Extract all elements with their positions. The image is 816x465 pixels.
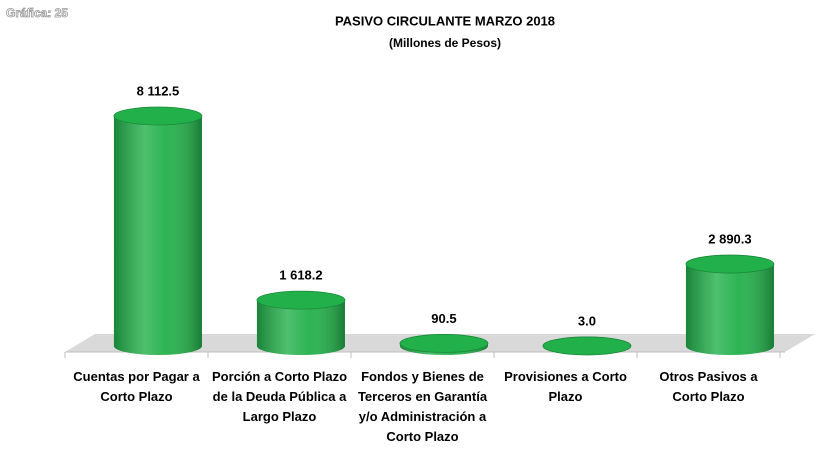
data-label: 90.5 <box>431 311 456 326</box>
data-label: 2 890.3 <box>708 231 751 246</box>
x-tick-label: Porción a Corto Plazo de la Deuda Públic… <box>211 369 348 424</box>
x-tick-label: Otros Pasivos a Corto Plazo <box>659 369 758 404</box>
bar-shade <box>113 116 202 346</box>
chart-annotation: Gráfica: 25 <box>6 6 68 20</box>
data-label: 3.0 <box>578 313 596 328</box>
x-tick-label: Cuentas por Pagar a Corto Plazo <box>73 369 200 404</box>
bar-top <box>685 254 775 274</box>
bar-top <box>399 334 489 353</box>
chart-subtitle: (Millones de Pesos) <box>389 36 501 50</box>
x-tick-label: Provisiones a Corto Plazo <box>504 369 627 404</box>
bar-shade <box>685 264 774 346</box>
data-label: 1 618.2 <box>279 268 322 283</box>
x-tick-label: Fondos y Bienes de Terceros en Garantía … <box>357 369 488 444</box>
chart-title: PASIVO CIRCULANTE MARZO 2018 <box>335 13 555 28</box>
bar-top <box>256 290 346 310</box>
bar-top <box>113 106 203 126</box>
data-label: 8 112.5 <box>137 83 180 98</box>
bar-top <box>542 336 632 356</box>
